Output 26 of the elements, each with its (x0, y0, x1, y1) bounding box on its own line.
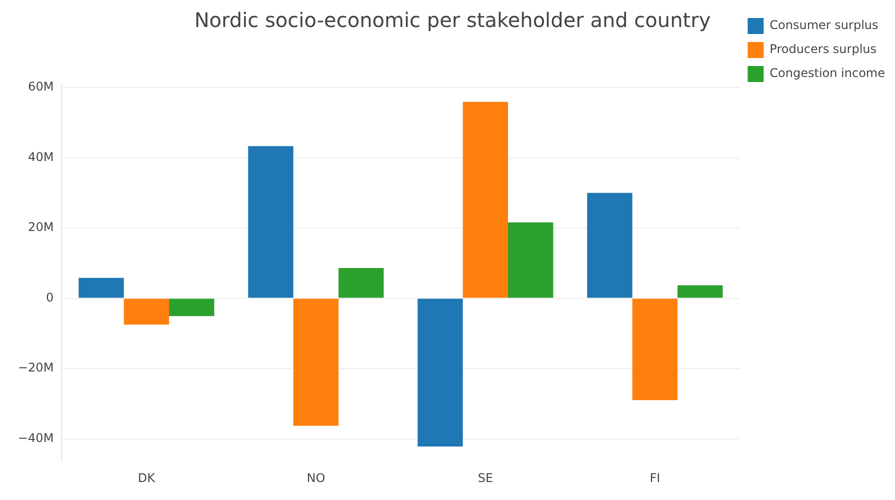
bar (632, 298, 678, 400)
x-tick-label: NO (306, 470, 326, 485)
bar (169, 298, 214, 316)
y-tick-label: 0 (46, 290, 54, 304)
x-tick-label: DK (138, 470, 156, 485)
bar (78, 278, 124, 298)
legend-label: Producers surplus (770, 42, 877, 56)
bar (124, 298, 170, 325)
bar (587, 192, 632, 298)
legend-label: Congestion income (770, 66, 886, 80)
legend-label: Consumer surplus (770, 18, 878, 32)
y-tick-label: 20M (28, 220, 54, 234)
y-tick-label: −20M (18, 360, 54, 375)
x-tick-label: SE (478, 470, 494, 485)
bar (418, 298, 463, 446)
y-tick-label: −40M (18, 430, 54, 445)
y-tick-label: 40M (28, 150, 54, 164)
chart-title: Nordic socio-economic per stakeholder and country (194, 8, 711, 32)
bar (248, 146, 294, 298)
bar (508, 222, 554, 298)
bar (338, 268, 384, 298)
x-tick-label: FI (650, 470, 660, 485)
bar (462, 102, 508, 298)
bar (678, 285, 723, 298)
bar (293, 298, 339, 426)
y-tick-label: 60M (28, 80, 54, 94)
